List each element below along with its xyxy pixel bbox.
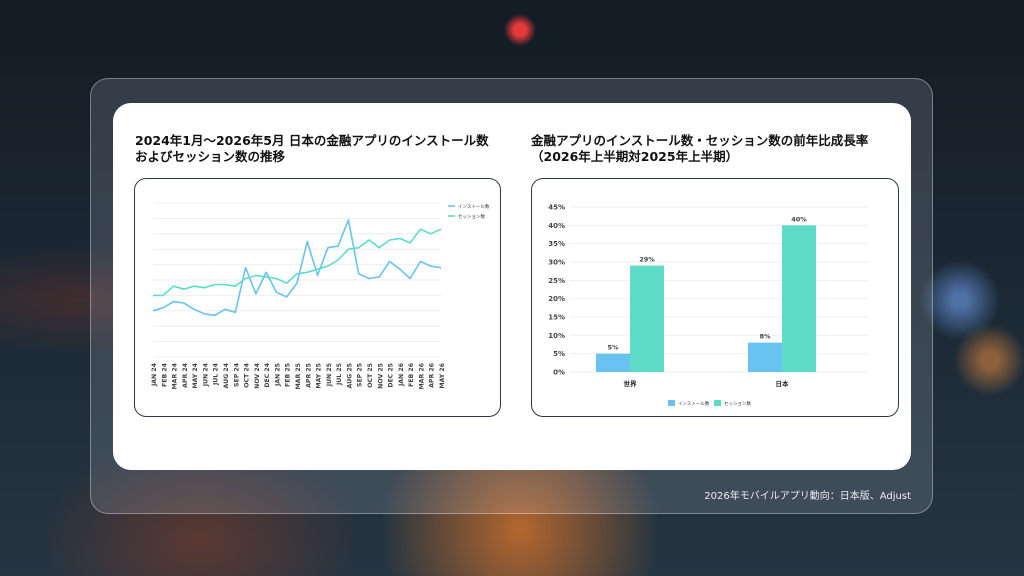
x-tick-label: JUL 24 — [213, 362, 220, 386]
bar-installs — [748, 342, 782, 372]
x-tick-label: AUG 24 — [223, 362, 230, 388]
x-tick-label: JUN 25 — [326, 363, 333, 387]
legend-label: セッション数 — [724, 400, 751, 407]
bar-installs — [596, 353, 630, 372]
y-tick-label: 20% — [548, 295, 565, 303]
x-tick-label: JAN 26 — [398, 363, 405, 387]
legend-label: インストール数 — [458, 203, 490, 210]
x-tick-label: DEC 24 — [264, 362, 271, 387]
y-tick-label: 25% — [548, 277, 565, 285]
bar-sessions — [782, 225, 816, 372]
line-chart-frame: JAN 24 FEB 24 MAR 24 APR 24 MAY 24 JUN 24 JUL … — [134, 178, 501, 417]
bar-chart-frame: 0% 5% 10% 15% 20% 25% 30% 35% 40% 45% 5% 29% 世界 8% 40%… — [531, 178, 899, 417]
x-tick-label: MAR 25 — [295, 363, 302, 389]
y-tick-label: 10% — [548, 332, 565, 340]
x-tick-label: OCT 24 — [244, 362, 251, 387]
x-tick-label: APR 25 — [305, 363, 312, 388]
y-tick-label: 40% — [548, 222, 565, 230]
x-tick-label: MAY 25 — [316, 363, 323, 389]
legend-swatch — [668, 400, 675, 406]
x-tick-label: FEB 26 — [408, 363, 415, 387]
data-label: 5% — [607, 344, 619, 352]
y-tick-label: 30% — [548, 259, 565, 267]
x-tick-label: FEB 25 — [285, 363, 292, 387]
y-tick-label: 5% — [553, 350, 565, 358]
data-label: 40% — [791, 215, 807, 223]
y-tick-label: 15% — [548, 314, 565, 322]
data-label: 29% — [639, 256, 655, 264]
legend-label: セッション数 — [458, 213, 485, 220]
y-tick-label: 0% — [553, 369, 565, 377]
x-tick-label: MAR 26 — [418, 363, 425, 389]
x-tick-label: SEP 24 — [233, 362, 240, 387]
source-caption: 2026年モバイルアプリ動向：日本版、Adjust — [704, 491, 911, 502]
y-tick-label: 45% — [548, 204, 565, 212]
legend-label: インストール数 — [678, 400, 710, 407]
content-card: 2024年1月～2026年5月 日本の金融アプリのインストール数 およびセッショ… — [113, 103, 911, 470]
bar-chart: 0% 5% 10% 15% 20% 25% 30% 35% 40% 45% 5% 29% 世界 8% 40%… — [548, 204, 868, 407]
line-chart-title: 2024年1月～2026年5月 日本の金融アプリのインストール数 およびセッショ… — [135, 133, 489, 164]
x-tick-label: NOV 25 — [377, 363, 384, 389]
x-tick-label: APR 24 — [182, 362, 189, 388]
x-tick-label: DEC 25 — [388, 363, 395, 388]
x-tick-label: NOV 24 — [254, 362, 261, 389]
legend-swatch — [714, 400, 721, 406]
x-tick-label: JUN 24 — [202, 362, 209, 387]
data-label: 8% — [759, 333, 771, 341]
x-tick-label: SEP 25 — [357, 363, 364, 387]
bar-chart-title: 金融アプリのインストール数・セッション数の前年比成長率 （2026年上半期対20… — [531, 133, 869, 164]
line-chart: JAN 24 FEB 24 MAR 24 APR 24 MAY 24 JUN 24 JUL … — [151, 202, 490, 389]
x-tick-label: OCT 25 — [367, 363, 374, 388]
x-tick-label: JUL 25 — [336, 363, 343, 386]
x-tick-label: MAR 24 — [172, 362, 179, 389]
x-tick-label: JAN 25 — [274, 363, 281, 387]
x-tick-label: FEB 24 — [161, 362, 168, 387]
x-tick-label: MAY 24 — [192, 362, 199, 388]
bar-sessions — [630, 265, 664, 372]
x-tick-label: APR 26 — [429, 363, 436, 388]
y-tick-label: 35% — [548, 240, 565, 248]
x-tick-label: JAN 24 — [151, 362, 158, 387]
x-tick-label: MAY 26 — [439, 363, 446, 389]
series-line-sessions — [153, 228, 442, 297]
series-line-installs — [152, 219, 442, 317]
category-label: 世界 — [624, 379, 638, 388]
x-tick-label: AUG 25 — [346, 363, 353, 388]
category-label: 日本 — [776, 379, 790, 388]
